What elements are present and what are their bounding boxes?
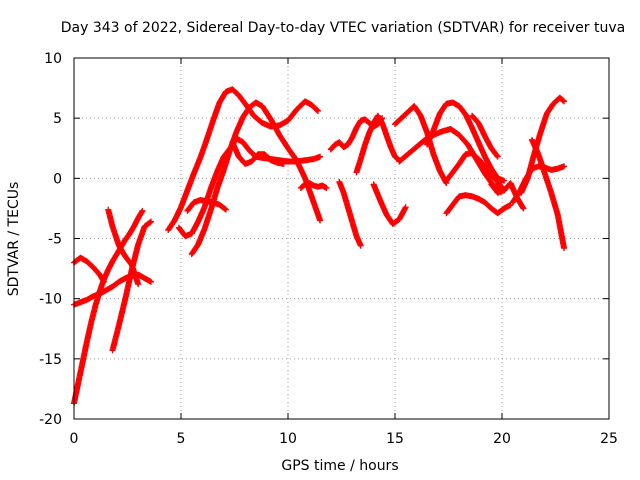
series-trace-20 [443,192,514,217]
x-tick-label: 5 [177,431,186,447]
plot-frame [73,57,610,420]
x-tick-label: 20 [493,431,511,447]
data-point [357,242,364,249]
data-point [314,107,321,114]
data-point [100,278,107,285]
data-point [314,107,321,114]
series-trace-9 [184,196,229,214]
series-trace-13 [336,178,364,249]
data-point [317,153,324,160]
x-tick-label: 25 [600,431,618,447]
data-points [71,86,568,407]
x-tick-label: 10 [279,431,297,447]
series-trace-14 [353,112,403,176]
axis-ticks: 0 5 10 15 20 25 -20 -15 -10 -5 0 5 10 [39,51,618,447]
series-trace-7 [188,99,324,258]
data-point [222,206,229,213]
series-trace-21 [469,112,501,160]
y-tick-label: -10 [39,292,62,308]
x-tick-label: 15 [386,431,404,447]
series-trace-5 [105,206,142,288]
data-point [222,205,229,212]
data-point [280,160,287,167]
data-point [147,219,154,226]
series-trace-4 [109,218,155,354]
data-point [402,204,409,211]
y-tick-label: 5 [53,111,62,127]
grid [74,58,609,419]
data-point [520,205,527,212]
x-axis-label: GPS time / hours [281,458,398,474]
data-point [561,245,568,252]
data-point [494,153,501,160]
y-tick-label: 0 [53,171,62,187]
data-point [139,207,146,214]
series-trace-24 [518,94,568,196]
data-point [317,217,324,224]
y-axis-label: SDTVAR / TECUs [6,182,22,297]
data-point [501,177,508,184]
series-trace-15 [370,181,409,228]
series-trace-10 [229,139,287,167]
y-tick-label: -15 [39,352,62,368]
data-point [561,163,568,170]
x-tick-label: 0 [70,431,79,447]
data-point [148,218,155,225]
data-point [135,281,142,288]
y-tick-label: -20 [39,412,62,428]
data-point [323,184,330,191]
series-trace-25 [528,136,568,252]
y-tick-label: 10 [44,51,62,67]
series-trace-3 [71,254,107,285]
series-trace-11 [297,180,330,191]
chart-title: Day 343 of 2022, Sidereal Day-to-day VTE… [61,20,625,36]
data-point [148,278,155,285]
series-trace-22 [488,180,527,212]
data-point [561,98,568,105]
data-point [494,152,501,159]
y-tick-label: -5 [48,232,62,248]
series-trace-2 [71,271,155,308]
series-trace-1 [71,207,146,407]
series-trace-6 [165,86,321,234]
data-point [560,97,567,104]
